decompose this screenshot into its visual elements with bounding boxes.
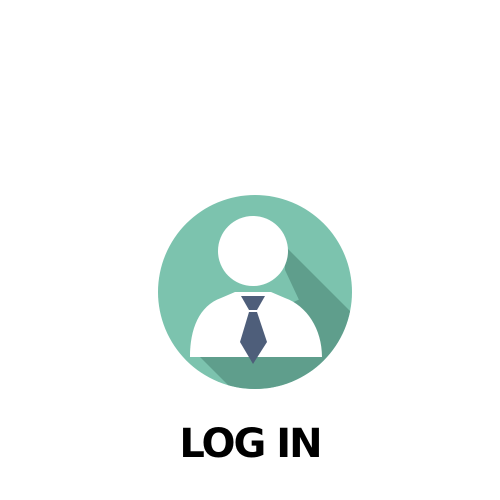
login-label[interactable]: LOG IN [0,418,500,470]
user-avatar-icon [157,194,353,390]
avatar-head [218,216,288,286]
login-button[interactable] [157,194,353,390]
